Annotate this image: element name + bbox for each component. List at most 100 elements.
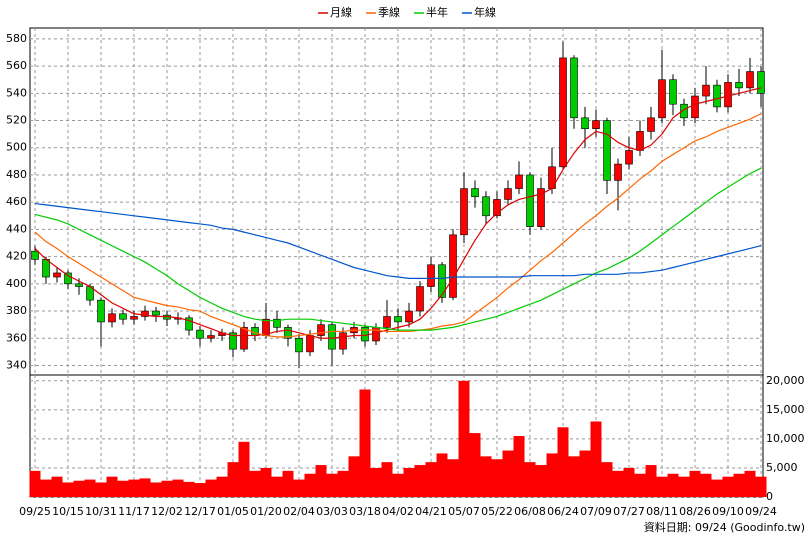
volume-bar [216, 476, 228, 497]
volume-bar [645, 465, 657, 497]
volume-bar [722, 476, 734, 497]
x-tick-label: 09/25 [19, 505, 51, 518]
candle-body [526, 174, 534, 227]
x-tick-label: 05/22 [481, 505, 513, 518]
volume-bar [447, 459, 459, 497]
x-tick-label: 03/18 [349, 505, 381, 518]
volume-bar [458, 380, 470, 497]
candle-body [416, 286, 424, 312]
candle-body [31, 250, 39, 260]
volume-bar [95, 482, 107, 497]
candle-body [152, 310, 160, 316]
volume-bar [304, 473, 316, 497]
y-tick-label: 460 [6, 195, 27, 208]
volume-bar [392, 473, 404, 497]
volume-bar [623, 467, 635, 497]
x-tick-label: 12/02 [151, 505, 183, 518]
y-tick-label: 500 [6, 141, 27, 154]
y2-tick-label: 5,000 [766, 461, 798, 474]
volume-bar [546, 453, 558, 497]
volume-bar [612, 470, 624, 497]
candle-body [636, 131, 644, 151]
legend-label: 半年 [426, 5, 448, 19]
volume-bar [62, 482, 74, 497]
volume-bar [513, 436, 525, 497]
volume-bar [128, 479, 140, 497]
volume-bar [359, 389, 371, 497]
candle-body [702, 84, 710, 97]
volume-bar [260, 467, 272, 497]
x-tick-label: 07/09 [580, 505, 612, 518]
x-tick-label: 12/17 [184, 505, 216, 518]
volume-bar [557, 427, 569, 497]
candle-body [603, 120, 611, 181]
y-tick-label: 540 [6, 86, 27, 99]
candle-body [97, 299, 105, 323]
volume-bar [425, 462, 437, 497]
volume-bar [84, 479, 96, 497]
legend-label: 季線 [378, 5, 400, 19]
candle-body [108, 313, 116, 323]
candle-body [647, 117, 655, 132]
volume-bar [205, 479, 217, 497]
candle-body [581, 117, 589, 129]
candle-body [471, 188, 479, 198]
x-tick-label: 07/27 [613, 505, 645, 518]
volume-bar [348, 456, 360, 497]
volume-bar [117, 480, 129, 497]
volume-bar [161, 480, 173, 497]
volume-bar [568, 456, 580, 497]
candle-body [537, 188, 545, 227]
volume-bar [755, 476, 767, 497]
volume-bar [106, 476, 118, 497]
y2-tick-label: 10,000 [766, 432, 805, 445]
volume-bar [469, 433, 481, 497]
volume-bar [634, 473, 646, 497]
y-tick-label: 380 [6, 304, 27, 317]
volume-bar [40, 479, 52, 497]
y-tick-label: 520 [6, 114, 27, 127]
ma-line [34, 167, 762, 331]
volume-bar [535, 465, 547, 497]
y-tick-label: 360 [6, 331, 27, 344]
volume-bar [689, 470, 701, 497]
volume-bar [502, 450, 514, 497]
volume-bar [480, 456, 492, 497]
x-tick-label: 08/11 [646, 505, 678, 518]
candle-body [394, 316, 402, 323]
legend-label: 年線 [474, 5, 496, 19]
volume-bar [601, 462, 613, 497]
candle-body [383, 316, 391, 328]
volume-bar [381, 462, 393, 497]
candle-body [735, 82, 743, 89]
candle-body [746, 71, 754, 89]
candle-body [328, 324, 336, 350]
x-tick-label: 09/10 [712, 505, 744, 518]
candle-body [42, 259, 50, 278]
x-tick-label: 01/20 [250, 505, 282, 518]
y-tick-label: 560 [6, 59, 27, 72]
candle-body [240, 327, 248, 350]
candle-body [196, 329, 204, 339]
candle-body [515, 174, 523, 189]
candle-body [724, 82, 732, 108]
x-tick-label: 03/03 [316, 505, 348, 518]
candle-body [273, 318, 281, 328]
x-tick-label: 10/31 [85, 505, 117, 518]
candle-body [53, 272, 61, 278]
candle-body [207, 335, 215, 339]
x-tick-label: 02/04 [283, 505, 315, 518]
volume-bar [590, 421, 602, 497]
candle-body [372, 327, 380, 342]
volume-bar [271, 476, 283, 497]
volume-bar [711, 479, 723, 497]
volume-bar [238, 441, 250, 497]
price-panel [29, 27, 764, 376]
volume-bar [733, 473, 745, 497]
candle-body [504, 188, 512, 200]
x-tick-label: 04/21 [415, 505, 447, 518]
x-tick-label: 10/15 [52, 505, 84, 518]
candle-body [493, 199, 501, 217]
candle-body [405, 310, 413, 323]
